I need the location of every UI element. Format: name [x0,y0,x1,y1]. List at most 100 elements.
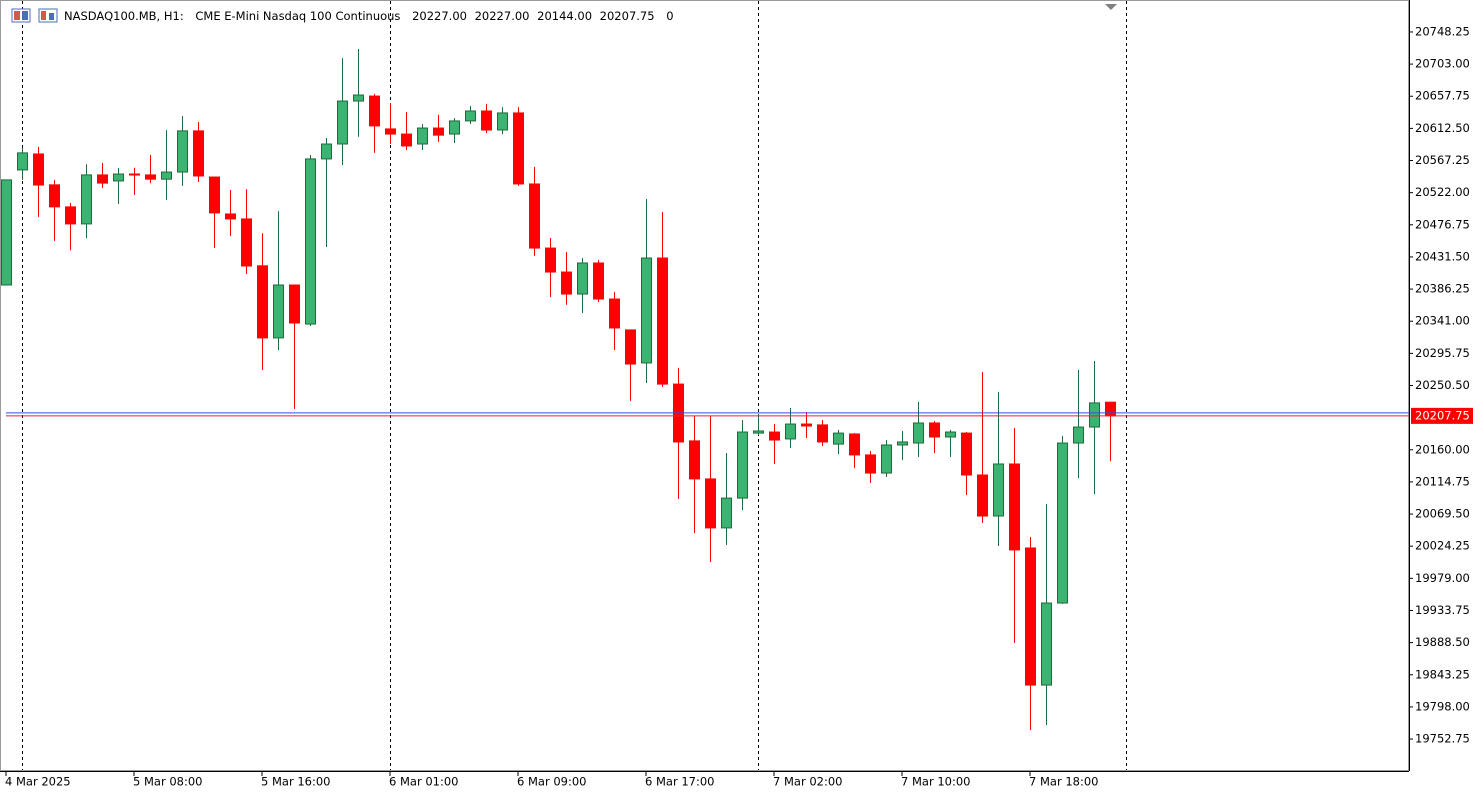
candle-body [913,422,924,444]
candle-body [65,206,76,225]
y-tick-label: 20341.00 [1415,314,1470,328]
y-tick-label: 19933.75 [1415,603,1470,617]
candle-body [625,329,636,365]
candle-body [945,431,956,438]
icon-part [14,11,20,20]
candle-body [897,441,908,446]
y-tick-label: 20522.00 [1415,185,1470,199]
candle-body [961,432,972,476]
y-tick-label: 20612.50 [1415,121,1470,135]
y-tick-label: 19979.00 [1415,571,1470,585]
candle-body [337,100,348,145]
candle-body [449,120,460,135]
price-label-box [1411,407,1473,424]
candle-body [129,173,140,176]
candle-body [1041,602,1052,686]
volume: 0 [666,9,673,23]
candle-body [817,424,828,443]
x-tick-label: 6 Mar 01:00 [389,775,458,789]
candle-body [577,262,588,295]
candle-body [225,213,236,220]
shift-marker [1105,4,1117,10]
y-tick-label: 20431.50 [1415,249,1470,263]
candle-body [209,176,220,214]
candle-body [833,432,844,445]
candle-body [1025,547,1036,686]
candle-body [145,174,156,180]
candle-body [321,143,332,160]
candle-body [481,110,492,131]
candle-body [753,430,764,434]
candle-body [689,440,700,480]
y-tick-label: 20295.75 [1415,346,1470,360]
y-tick-label: 19752.75 [1415,732,1470,746]
candle-body [1073,426,1084,444]
x-tick-label: 4 Mar 2025 [5,775,71,789]
symbol: NASDAQ100.MB, H1: [64,9,184,23]
candle-body [97,174,108,184]
y-tick-label: 20250.50 [1415,378,1470,392]
ohlc-value: 20207.75 [600,9,655,23]
candle-body [545,247,556,273]
y-tick-label: 20657.75 [1415,89,1470,103]
y-tick-label: 20024.25 [1415,539,1470,553]
candle-body [721,497,732,529]
candle-body [385,128,396,135]
candle-body [785,423,796,440]
candle-body [433,127,444,136]
y-tick-label: 19843.25 [1415,667,1470,681]
x-tick-label: 5 Mar 08:00 [133,775,202,789]
candle-body [257,265,268,339]
description: CME E-Mini Nasdaq 100 Continuous [195,9,400,23]
candle-body [289,284,300,324]
candle-body [977,474,988,517]
y-tick-label: 19888.50 [1415,635,1470,649]
candle-body [369,95,380,127]
y-tick-label: 20386.25 [1415,282,1470,296]
candle-body [801,423,812,427]
candle-body [1,179,12,286]
candle-body [529,183,540,249]
x-tick-label: 7 Mar 10:00 [901,775,970,789]
y-tick-label: 20567.25 [1415,153,1470,167]
y-tick-label: 20476.75 [1415,217,1470,231]
y-tick-label: 20069.50 [1415,507,1470,521]
candle-body [273,284,284,339]
candle-body [49,184,60,208]
candle-body [305,158,316,325]
candle-body [177,130,188,173]
ohlc-value: 20144.00 [537,9,592,23]
header: NASDAQ100.MB, H1: CME E-Mini Nasdaq 100 … [64,9,674,23]
candle-body [33,153,44,186]
candle-body [497,112,508,131]
candle-body [641,257,652,364]
x-tick-label: 7 Mar 02:00 [773,775,842,789]
y-tick-label: 20114.75 [1415,474,1470,488]
x-tick-label: 5 Mar 16:00 [261,775,330,789]
candle-body [1009,463,1020,551]
candle-body [1105,401,1116,417]
ohlc-value: 20227.00 [412,9,467,23]
candle-body [353,94,364,102]
candle-body [737,431,748,499]
candle-body [513,112,524,185]
candle-body [609,298,620,329]
candle-body [17,152,28,171]
candle-body [929,422,940,438]
x-tick-label: 6 Mar 09:00 [517,775,586,789]
icon-part [22,11,28,20]
y-tick-label: 19798.00 [1415,699,1470,713]
candle-body [881,444,892,474]
candle-body [465,110,476,122]
y-tick-label: 20160.00 [1415,442,1470,456]
candle-body [561,271,572,295]
candle-body [81,174,92,225]
candle-body [417,127,428,145]
candle-body [113,173,124,182]
candle-body [657,257,668,385]
icon-part [41,11,46,20]
candle-body [865,454,876,474]
x-tick-label: 7 Mar 18:00 [1029,775,1098,789]
candle-body [849,433,860,456]
